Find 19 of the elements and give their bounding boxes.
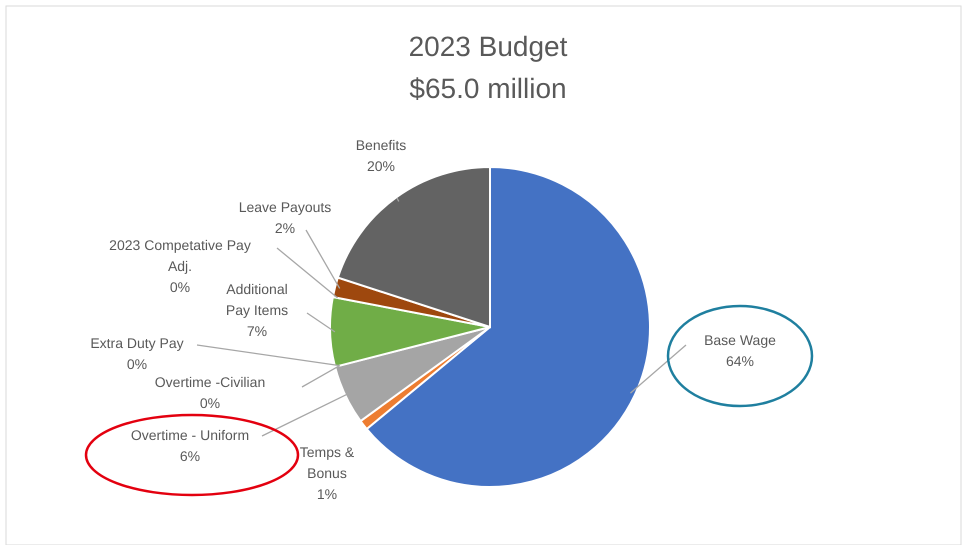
text: 0% — [200, 395, 220, 411]
chart-title: 2023 Budget $65.0 million — [408, 31, 568, 104]
slice-label: Overtime - Uniform — [130, 427, 250, 443]
data-label: 7% — [246, 323, 268, 339]
slice-label: Leave Payouts — [238, 199, 332, 215]
data-label: 1% — [316, 486, 338, 502]
category-label: Extra Duty Pay — [90, 335, 184, 351]
data-label: 2% — [274, 220, 296, 236]
slice-label: Additional Pay Items — [226, 281, 288, 318]
category-label: Overtime -Civilian — [154, 374, 266, 390]
slice-label: Temps & Bonus — [300, 444, 355, 481]
data-label: 6% — [180, 448, 200, 464]
text: 0% — [170, 279, 190, 295]
slice-label: Base Wage — [704, 332, 776, 348]
category-label: 2023 Competative Pay Adj. — [109, 237, 251, 274]
data-label: 64% — [726, 353, 754, 369]
text: 0% — [126, 356, 148, 372]
data-label: 20% — [366, 158, 396, 174]
slice-label: Benefits — [356, 137, 406, 153]
